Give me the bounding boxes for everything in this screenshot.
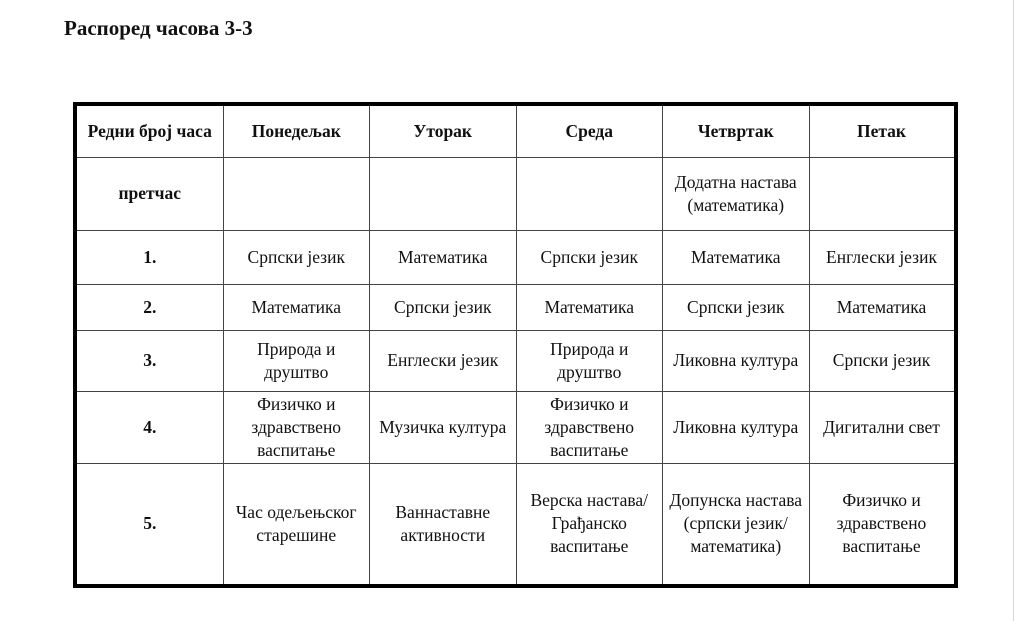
cell-friday: Физичко и здравствено васпитање <box>808 462 956 587</box>
header-thursday: Четвртак <box>662 103 810 158</box>
cell-friday: Математика <box>808 283 956 331</box>
cell-wednesday: Математика <box>515 283 663 331</box>
table-row: 5. Час одељењског старешине Ваннаставне ак… <box>74 462 956 587</box>
page-title: Распоред часова 3-3 <box>64 16 253 40</box>
cell-tuesday: Српски језик <box>369 283 517 331</box>
header-tuesday: Уторак <box>369 103 517 158</box>
lesson-number: 4. <box>74 390 224 464</box>
table-row: 3. Природа и друштво Енглески језик Природа… <box>74 329 956 392</box>
cell-friday: Дигитални свет <box>808 390 956 464</box>
table-row: 2. Математика Српски језик Математика Српски… <box>74 283 956 331</box>
cell-thursday: Ликовна култура <box>662 390 810 464</box>
lesson-number: 3. <box>74 329 224 392</box>
cell-thursday: Математика <box>662 229 810 285</box>
cell-monday: Природа и друштво <box>222 329 370 392</box>
cell-tuesday <box>369 156 517 231</box>
cell-tuesday: Енглески језик <box>369 329 517 392</box>
table-row: претчас Додатна настава (математика) <box>74 156 956 231</box>
cell-wednesday: Верска настава/ Грађанско васпитање <box>515 462 663 587</box>
cell-friday: Српски језик <box>808 329 956 392</box>
lesson-number: 2. <box>74 283 224 331</box>
table-row: 1. Српски језик Математика Српски језик Мате… <box>74 229 956 285</box>
cell-monday: Час одељењског старешине <box>222 462 370 587</box>
cell-monday: Српски језик <box>222 229 370 285</box>
cell-wednesday: Природа и друштво <box>515 329 663 392</box>
cell-tuesday: Ваннаставне активности <box>369 462 517 587</box>
cell-monday <box>222 156 370 231</box>
cell-thursday: Додатна настава (математика) <box>662 156 810 231</box>
cell-friday: Енглески језик <box>808 229 956 285</box>
cell-wednesday: Српски језик <box>515 229 663 285</box>
cell-thursday: Ликовна култура <box>662 329 810 392</box>
header-friday: Петак <box>808 103 956 158</box>
table-row: 4. Физичко и здравствено васпитање Музичка… <box>74 390 956 464</box>
lesson-number: претчас <box>74 156 224 231</box>
cell-monday: Математика <box>222 283 370 331</box>
header-row: Редни број часа Понедељак Уторак Среда Ч… <box>74 103 956 158</box>
header-lesson-number: Редни број часа <box>74 103 224 158</box>
cell-thursday: Српски језик <box>662 283 810 331</box>
header-monday: Понедељак <box>222 103 370 158</box>
cell-monday: Физичко и здравствено васпитање <box>222 390 370 464</box>
header-wednesday: Среда <box>515 103 663 158</box>
cell-tuesday: Математика <box>369 229 517 285</box>
cell-wednesday: Физичко и здравствено васпитање <box>515 390 663 464</box>
cell-tuesday: Музичка култура <box>369 390 517 464</box>
schedule-table: Редни број часа Понедељак Уторак Среда Ч… <box>73 102 958 588</box>
lesson-number: 1. <box>74 229 224 285</box>
lesson-number: 5. <box>74 462 224 587</box>
cell-friday <box>808 156 956 231</box>
page-edge <box>1013 0 1014 621</box>
cell-wednesday <box>515 156 663 231</box>
cell-thursday: Допунска настава (српски језик/ математи… <box>662 462 810 587</box>
